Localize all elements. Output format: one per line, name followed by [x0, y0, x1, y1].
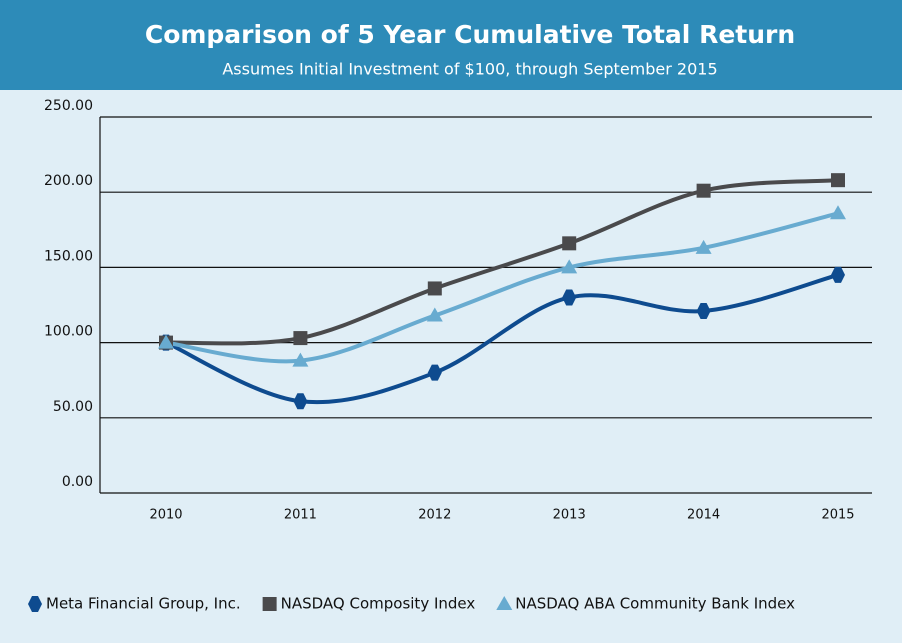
y-tick-label: 250.00: [44, 98, 93, 114]
legend-marker: [496, 596, 513, 610]
x-tick-label: 2015: [821, 508, 854, 523]
series-line: [165, 272, 839, 405]
marker: [293, 331, 308, 346]
series-line: [165, 178, 839, 346]
marker: [830, 205, 846, 220]
chart-title: Comparison of 5 Year Cumulative Total Re…: [145, 20, 795, 49]
x-tick-label: 2012: [418, 508, 451, 523]
header-banner: [0, 0, 902, 90]
chart-subtitle: Assumes Initial Investment of $100, thro…: [222, 60, 717, 79]
marker: [831, 173, 845, 188]
marker: [695, 239, 712, 254]
marker: [427, 281, 442, 296]
legend-marker: [262, 597, 277, 611]
marker: [696, 303, 711, 320]
x-tick-label: 2010: [149, 508, 182, 523]
marker: [562, 289, 577, 306]
y-tick-label: 100.00: [44, 324, 93, 340]
marker: [562, 236, 577, 251]
marker: [426, 307, 443, 322]
legend-marker: [28, 596, 42, 612]
marker: [158, 334, 174, 349]
legend-label: Meta Financial Group, Inc.: [46, 595, 241, 613]
y-tick-label: 50.00: [53, 399, 93, 415]
legend-label: NASDAQ ABA Community Bank Index: [515, 595, 795, 613]
x-tick-label: 2014: [687, 508, 720, 523]
legend-label: NASDAQ Composity Index: [281, 595, 476, 613]
y-tick-label: 150.00: [44, 248, 93, 264]
marker: [561, 259, 578, 274]
x-tick-label: 2013: [553, 508, 586, 523]
y-tick-label: 200.00: [44, 173, 93, 189]
marker: [293, 393, 308, 410]
marker: [696, 183, 711, 198]
marker: [292, 352, 309, 367]
x-tick-label: 2011: [284, 508, 317, 523]
y-tick-label: 0.00: [62, 474, 93, 490]
marker: [427, 364, 442, 381]
series-line: [165, 211, 839, 364]
marker: [831, 266, 845, 283]
